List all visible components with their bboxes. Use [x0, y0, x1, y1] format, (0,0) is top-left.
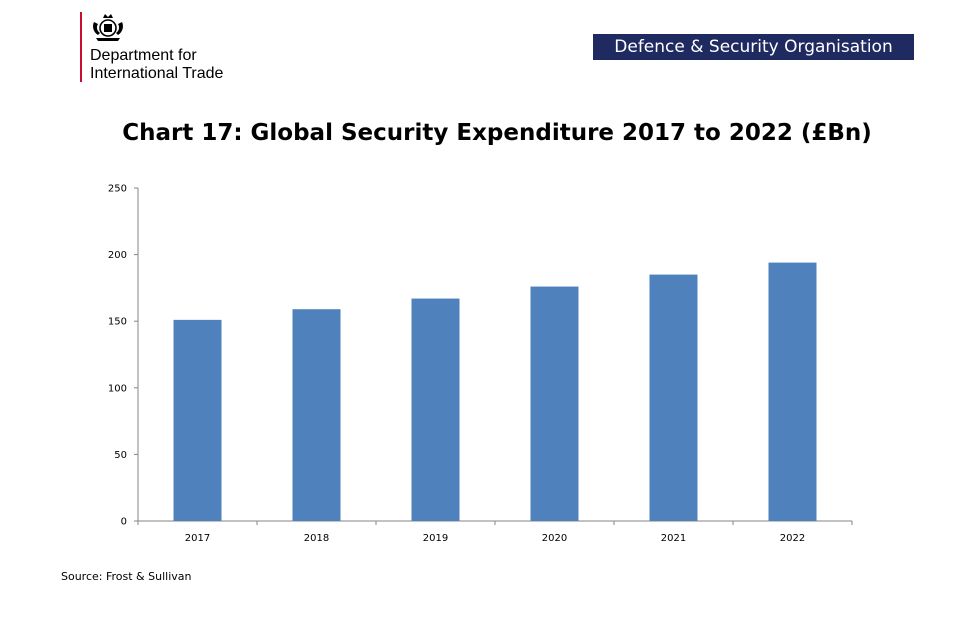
- x-tick-label: 2018: [304, 533, 329, 544]
- bar-2019: [411, 298, 460, 521]
- x-tick-label: 2019: [423, 533, 448, 544]
- bar-2017: [173, 319, 222, 521]
- x-tick-label: 2020: [542, 533, 567, 544]
- y-tick-label: 150: [108, 317, 127, 328]
- department-name-line2: International Trade: [90, 65, 224, 82]
- chart-axes: [134, 187, 853, 525]
- bar-2018: [292, 309, 341, 521]
- bar-2022: [768, 262, 817, 521]
- x-tick-label: 2022: [780, 533, 805, 544]
- y-tick-label: 50: [114, 450, 127, 461]
- source-note: Source: Frost & Sullivan: [61, 570, 192, 583]
- y-tick-label: 100: [108, 383, 127, 394]
- y-tick-label: 200: [108, 250, 127, 261]
- chart-bars: [173, 262, 817, 521]
- bar-2021: [649, 274, 698, 521]
- chart-title: Chart 17: Global Security Expenditure 20…: [122, 120, 872, 146]
- y-tick-label: 0: [121, 517, 127, 528]
- y-tick-label: 250: [108, 184, 127, 195]
- royal-crest-icon: [93, 14, 123, 41]
- dso-badge: Defence & Security Organisation: [593, 34, 914, 60]
- bar-2020: [530, 286, 579, 521]
- x-tick-label: 2021: [661, 533, 686, 544]
- chart-labels: 0 50 100 150 200 250 2017 2018 2019 2020 2021 2022: [108, 184, 805, 545]
- x-tick-label: 2017: [185, 533, 210, 544]
- department-name-line1: Department for: [90, 47, 197, 64]
- header: Department for International Trade Defen…: [0, 0, 960, 100]
- dit-logo: Department for International Trade: [80, 12, 223, 82]
